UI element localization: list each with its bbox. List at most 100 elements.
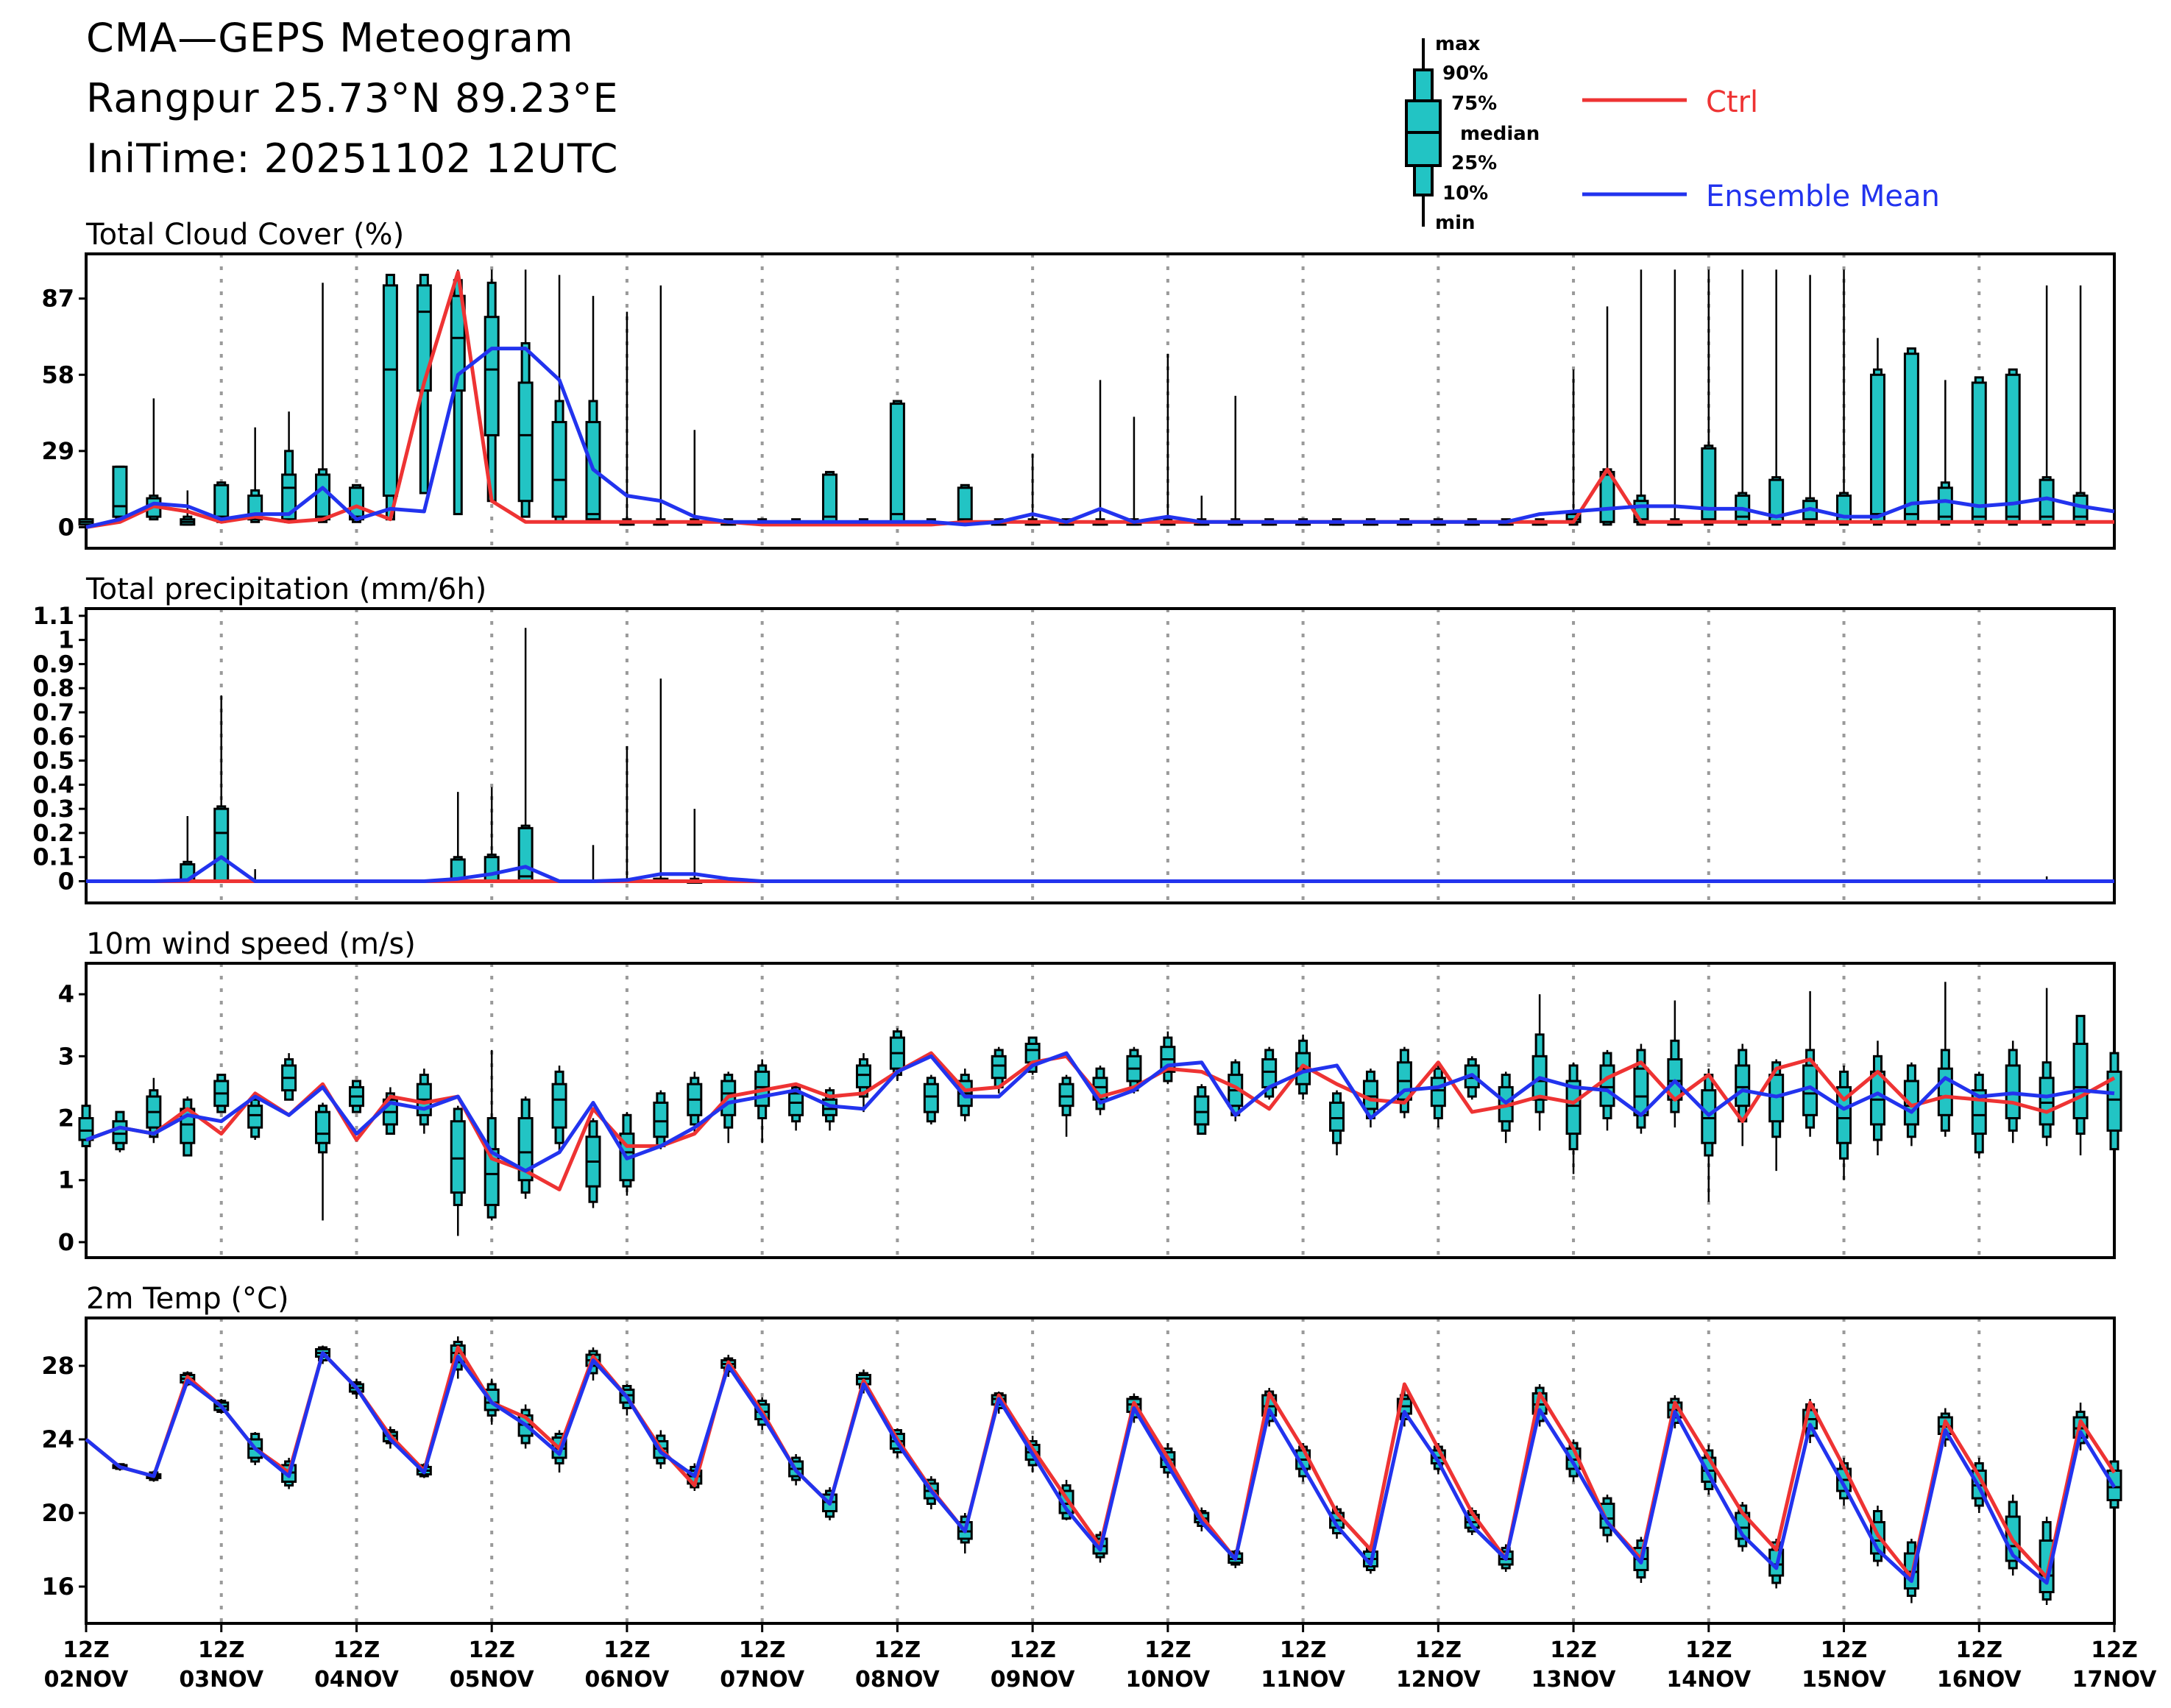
box-inner bbox=[485, 857, 498, 882]
y-tick-label: 0.4 bbox=[32, 770, 74, 798]
x-tick-date: 16NOV bbox=[1937, 1667, 2022, 1693]
x-tick-date: 13NOV bbox=[1531, 1667, 1617, 1693]
box-inner bbox=[924, 1084, 938, 1112]
y-tick-label: 29 bbox=[41, 437, 74, 465]
box-inner bbox=[790, 1094, 803, 1115]
x-tick-hour: 12Z bbox=[468, 1637, 515, 1663]
box-inner bbox=[553, 1084, 566, 1127]
x-tick-date: 12NOV bbox=[1396, 1667, 1481, 1693]
ensemble-mean-line bbox=[86, 857, 2114, 882]
box-inner bbox=[1601, 1066, 1614, 1106]
box-inner bbox=[2074, 1043, 2087, 1118]
box-inner bbox=[383, 286, 397, 496]
x-tick-date: 05NOV bbox=[450, 1667, 535, 1693]
y-tick-label: 20 bbox=[41, 1499, 74, 1527]
x-tick-hour: 12Z bbox=[1280, 1637, 1327, 1663]
x-tick-hour: 12Z bbox=[603, 1637, 651, 1663]
box-inner bbox=[958, 488, 971, 522]
panel-0: 0 29 58 87 bbox=[41, 254, 2114, 548]
box-inner bbox=[992, 1056, 1005, 1077]
x-tick-hour: 12Z bbox=[739, 1637, 786, 1663]
y-tick-label: 0 bbox=[58, 513, 74, 541]
box-inner bbox=[1871, 375, 1884, 522]
x-tick-hour: 12Z bbox=[1685, 1637, 1732, 1663]
box-inner bbox=[1431, 1078, 1445, 1106]
y-tick-label: 0.6 bbox=[32, 723, 74, 751]
legend-label-p90: 90% bbox=[1442, 63, 1488, 85]
x-tick-hour: 12Z bbox=[198, 1637, 245, 1663]
y-tick-label: 3 bbox=[58, 1042, 74, 1070]
x-tick-hour: 12Z bbox=[333, 1637, 380, 1663]
box-inner bbox=[1331, 1102, 1344, 1130]
box-inner bbox=[2040, 1078, 2053, 1124]
panel-3: 16 20 24 28 bbox=[41, 1318, 2121, 1623]
x-tick-date: 07NOV bbox=[720, 1667, 805, 1693]
x-tick-date: 06NOV bbox=[585, 1667, 670, 1693]
y-tick-label: 0 bbox=[58, 1228, 74, 1256]
box-inner bbox=[316, 475, 330, 520]
y-tick-label: 1.1 bbox=[32, 602, 74, 630]
box-inner bbox=[1026, 1043, 1039, 1062]
panel-title-temp: 2m Temp (°C) bbox=[86, 1282, 289, 1316]
y-tick-label: 1 bbox=[58, 626, 74, 654]
x-tick-hour: 12Z bbox=[1821, 1637, 1868, 1663]
box-inner bbox=[1263, 1060, 1276, 1088]
x-tick-hour: 12Z bbox=[874, 1637, 921, 1663]
box-inner bbox=[1736, 1066, 1749, 1106]
y-tick-label: 87 bbox=[41, 285, 74, 313]
y-tick-label: 4 bbox=[58, 980, 74, 1008]
x-tick-hour: 12Z bbox=[1009, 1637, 1056, 1663]
y-tick-label: 0.5 bbox=[32, 747, 74, 775]
legend-label-min: min bbox=[1435, 212, 1476, 234]
x-tick-hour: 12Z bbox=[1415, 1637, 1462, 1663]
y-tick-label: 0.8 bbox=[32, 674, 74, 702]
box-inner bbox=[857, 1066, 870, 1087]
box-inner bbox=[1972, 383, 1986, 522]
panel-frame bbox=[86, 609, 2114, 903]
ensemble-mean-line bbox=[86, 1353, 2114, 1584]
x-tick-date: 02NOV bbox=[44, 1667, 130, 1693]
box-inner bbox=[113, 1121, 127, 1143]
legend-label-median: median bbox=[1460, 123, 1540, 145]
box-inner bbox=[1871, 1071, 1884, 1124]
x-tick-date: 15NOV bbox=[1802, 1667, 1887, 1693]
y-tick-label: 0 bbox=[58, 867, 74, 895]
box-inner bbox=[519, 383, 532, 501]
y-tick-label: 16 bbox=[41, 1573, 74, 1601]
box-inner bbox=[215, 809, 228, 881]
x-tick-hour: 12Z bbox=[1956, 1637, 2003, 1663]
y-tick-label: 0.9 bbox=[32, 650, 74, 678]
x-tick-hour: 12Z bbox=[1550, 1637, 1597, 1663]
box-inner bbox=[1905, 354, 1918, 522]
legend-box-glyph bbox=[1406, 38, 1440, 227]
y-tick-label: 0.3 bbox=[32, 795, 74, 823]
panel-title-cloud: Total Cloud Cover (%) bbox=[85, 218, 404, 252]
panel-1: 00.10.20.30.40.50.60.70.80.911.1 bbox=[32, 602, 2114, 903]
y-tick-label: 0.2 bbox=[32, 819, 74, 847]
panel-title-wind: 10m wind speed (m/s) bbox=[86, 927, 416, 961]
legend-label-p25: 25% bbox=[1451, 152, 1497, 174]
box-inner bbox=[485, 317, 498, 436]
legend-label-max: max bbox=[1435, 33, 1481, 55]
box-inner bbox=[113, 467, 127, 517]
x-tick-hour: 12Z bbox=[2091, 1637, 2138, 1663]
legend-ctrl-label: Ctrl bbox=[1706, 85, 1758, 119]
x-tick-hour: 12Z bbox=[63, 1637, 110, 1663]
box-inner bbox=[1364, 1081, 1377, 1109]
panel-2: 01234 bbox=[58, 963, 2121, 1258]
x-tick-date: 08NOV bbox=[855, 1667, 941, 1693]
y-tick-label: 1 bbox=[58, 1166, 74, 1194]
box-inner bbox=[890, 404, 904, 522]
box-inner bbox=[1195, 1096, 1208, 1124]
x-tick-date: 14NOV bbox=[1666, 1667, 1752, 1693]
box-inner bbox=[1060, 1084, 1073, 1105]
x-tick-date: 10NOV bbox=[1125, 1667, 1211, 1693]
y-tick-label: 28 bbox=[41, 1352, 74, 1380]
y-tick-label: 24 bbox=[41, 1425, 74, 1453]
box-inner bbox=[1702, 448, 1715, 522]
box-inner bbox=[215, 485, 228, 519]
x-tick-date: 11NOV bbox=[1261, 1667, 1346, 1693]
box-inner bbox=[553, 422, 566, 517]
panel-title-precip: Total precipitation (mm/6h) bbox=[85, 573, 486, 606]
